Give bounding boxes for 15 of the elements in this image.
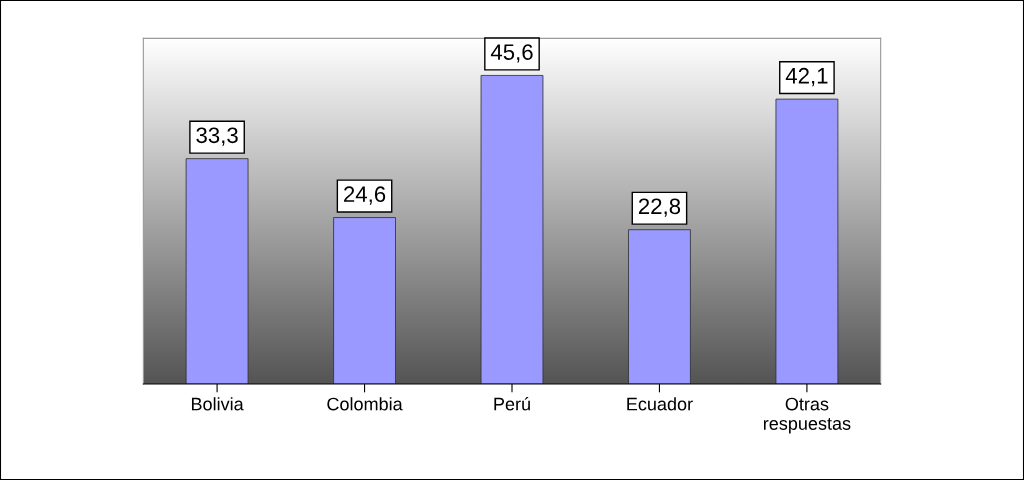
data-label: 33,3	[196, 127, 238, 146]
data-label: 42,1	[785, 67, 828, 87]
bar	[185, 158, 249, 384]
bar	[333, 217, 396, 384]
bar	[775, 98, 839, 384]
bar	[628, 229, 691, 384]
x-tick-label: Ecuador	[627, 397, 693, 411]
x-tick-label: Bolivia	[191, 397, 244, 411]
data-label: 24,6	[344, 186, 386, 205]
data-label: 22,8	[638, 198, 681, 217]
data-label: 45,6	[490, 44, 533, 63]
bar	[480, 75, 544, 384]
x-tick-label: Otras respuestas	[763, 397, 851, 434]
x-tick-label: Colombia	[327, 397, 403, 411]
x-tick-label: Perú	[494, 396, 530, 411]
